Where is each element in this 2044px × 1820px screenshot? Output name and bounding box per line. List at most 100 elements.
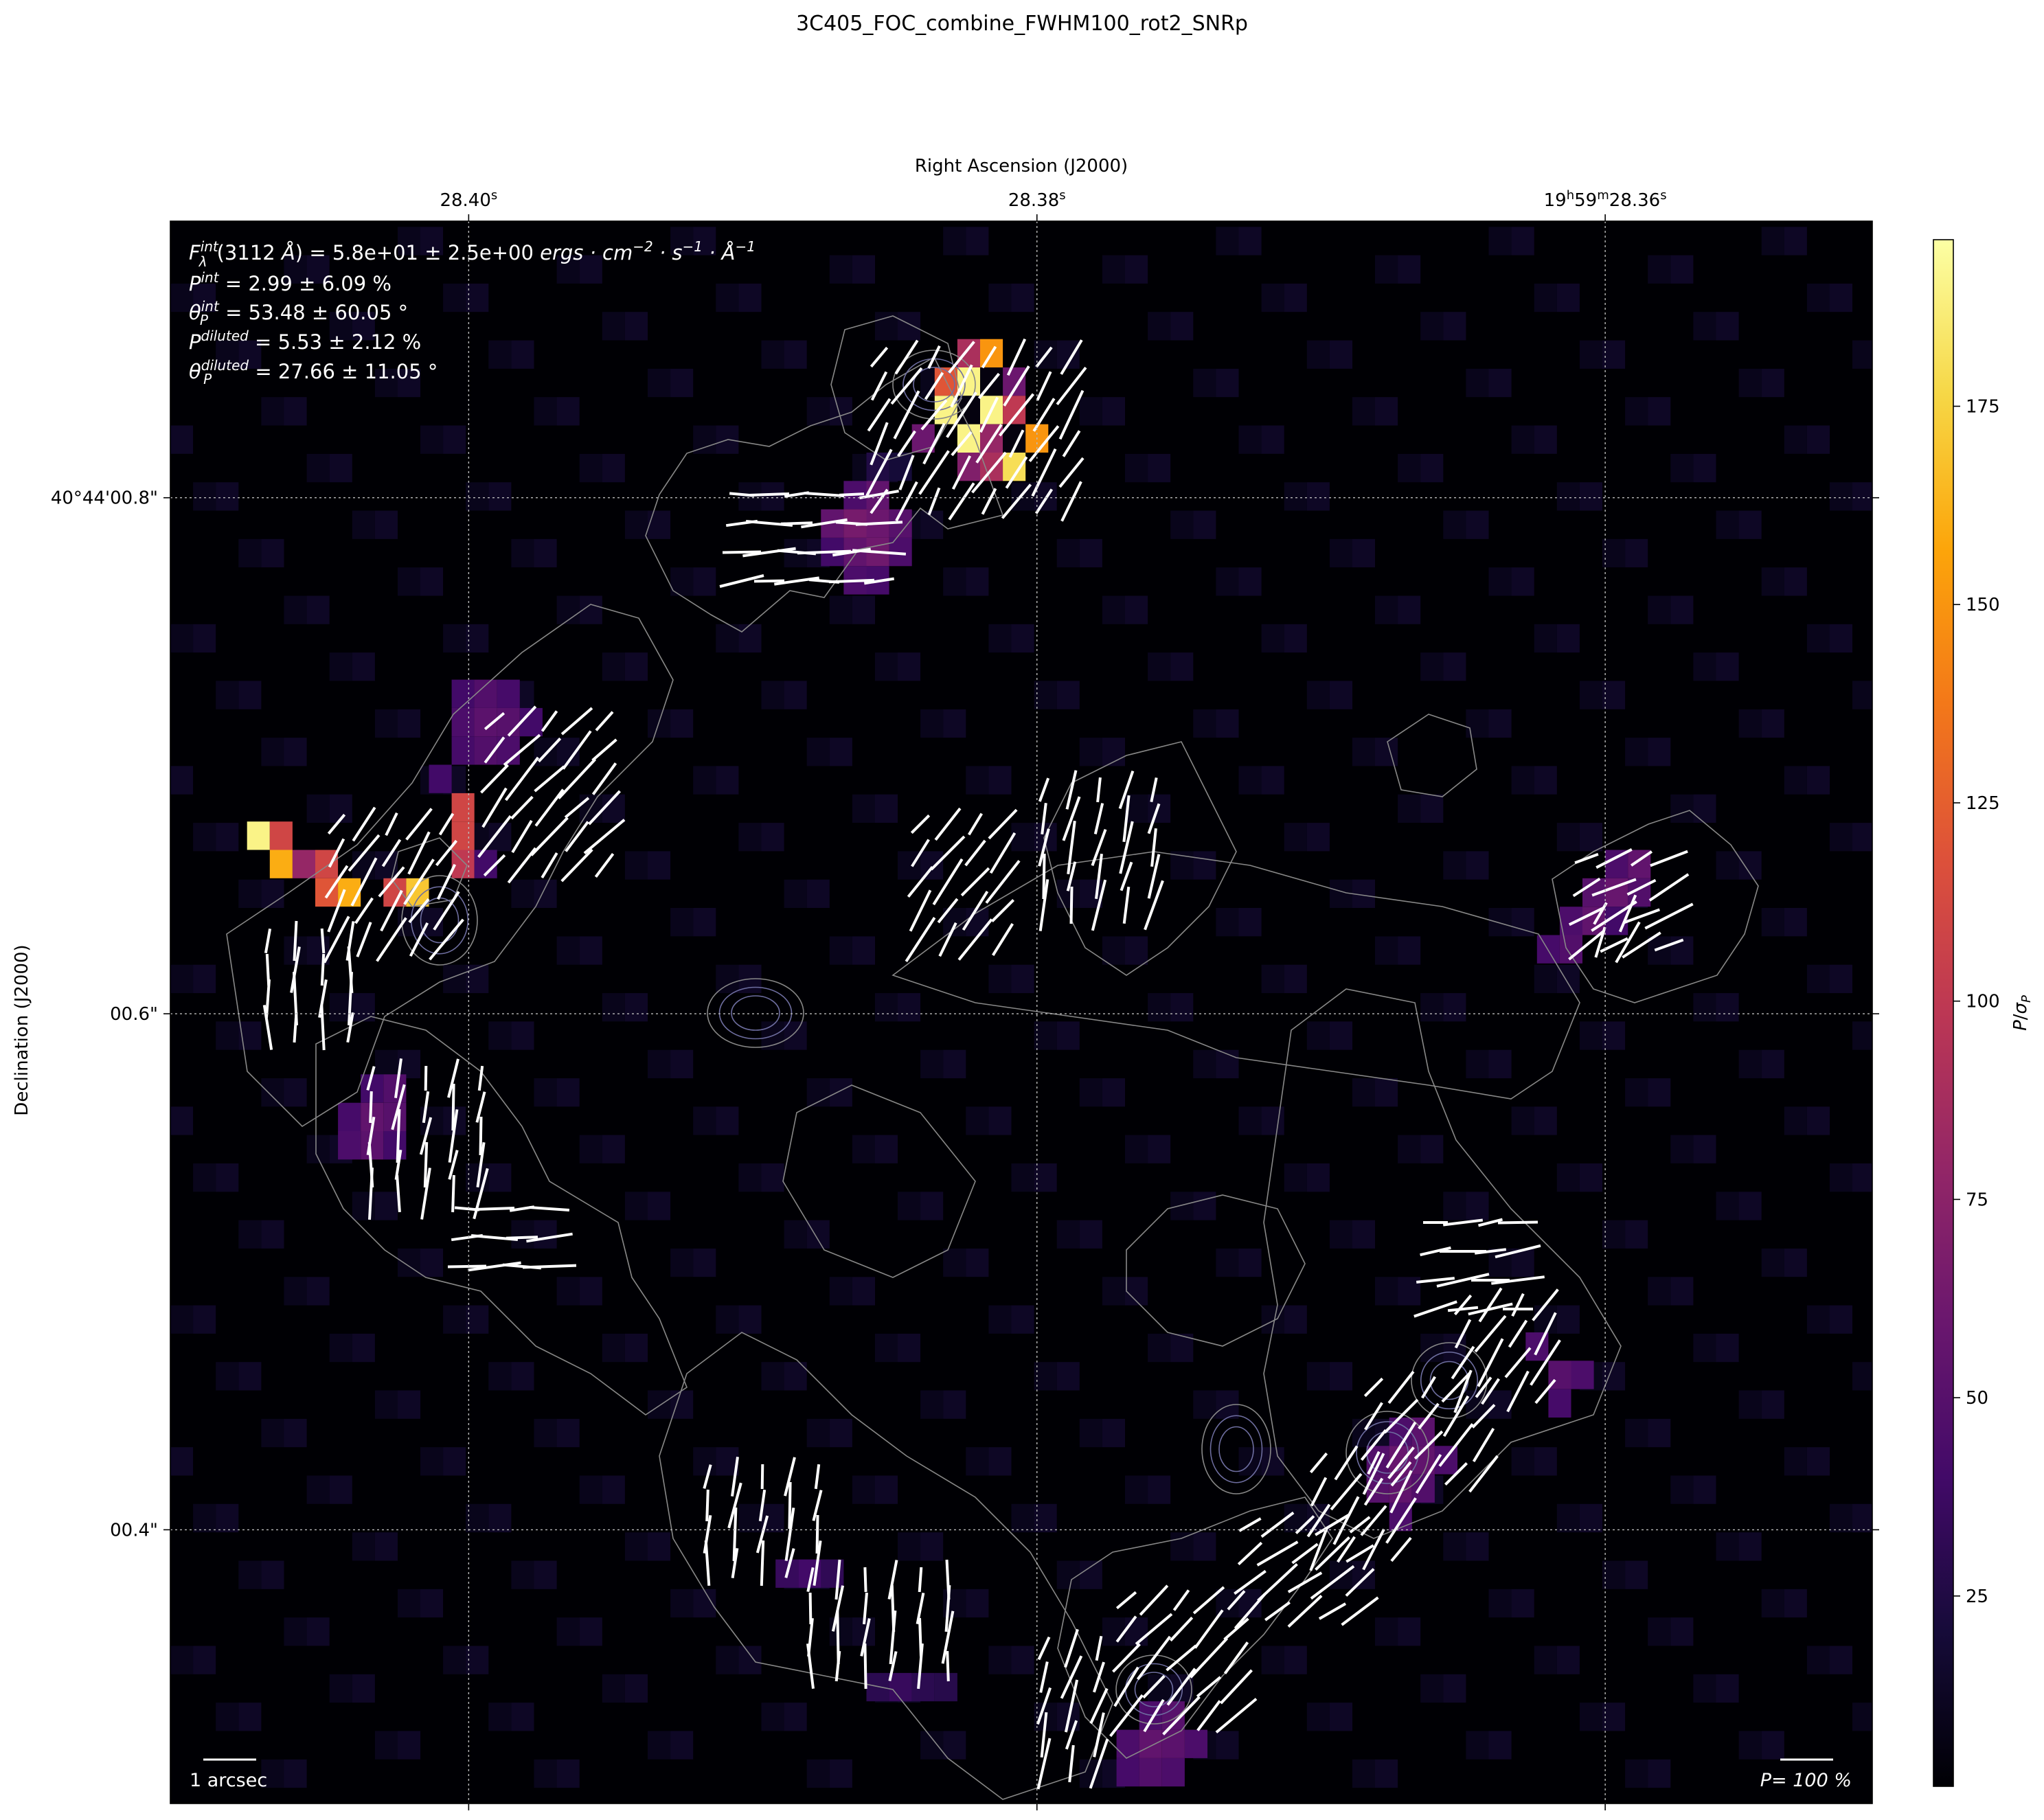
polarization-vector	[1416, 1277, 1455, 1284]
heatmap-background-cell	[1693, 312, 1716, 341]
heatmap-background-cell	[966, 1447, 989, 1476]
heatmap-background-cell	[648, 1731, 671, 1760]
polarization-vector	[1039, 1661, 1049, 1693]
polarization-vector	[368, 1167, 374, 1220]
polarization-vector	[1093, 803, 1104, 834]
heatmap-background-cell	[1556, 482, 1580, 511]
heatmap-background-cell	[988, 1447, 1012, 1476]
polarization-vector	[394, 1149, 402, 1181]
heatmap-background-cell	[556, 1277, 580, 1306]
polarization-vector	[1594, 926, 1606, 958]
heatmap-background-cell	[943, 567, 966, 596]
polarization-vector	[1147, 803, 1161, 834]
polarization-vector	[408, 898, 430, 924]
polarization-vector	[1069, 886, 1074, 924]
heatmap-background-cell	[261, 397, 284, 426]
heatmap-cell-south-blob	[1184, 1729, 1207, 1758]
heatmap-background-cell	[648, 368, 671, 398]
polarization-vector	[1390, 1536, 1412, 1562]
polarization-vector	[529, 1206, 570, 1212]
heatmap-background-cell	[216, 482, 239, 511]
heatmap-background-cell	[1034, 681, 1057, 709]
polarization-vector	[1654, 938, 1684, 952]
heatmap-background-cell	[1602, 1021, 1626, 1050]
polarization-vector	[703, 1464, 712, 1489]
polarization-vector	[475, 1091, 486, 1123]
heatmap-background-cell	[306, 1617, 330, 1646]
heatmap-background-cell	[1056, 1560, 1080, 1589]
heatmap-background-cell	[1738, 1731, 1762, 1760]
heatmap-background-cell	[1648, 1277, 1671, 1306]
heatmap-background-cell	[329, 652, 352, 681]
polarization-vector	[534, 788, 565, 827]
polarization-vector	[1318, 1602, 1347, 1620]
heatmap-background-cell	[1648, 1418, 1671, 1448]
heatmap-cell-south-east-blob	[1571, 1361, 1594, 1389]
polarization-vector	[356, 922, 372, 957]
polarization-vector	[403, 858, 435, 905]
heatmap-background-cell	[284, 1277, 307, 1306]
heatmap-background-cell	[1148, 652, 1171, 681]
heatmap-background-cell	[1261, 766, 1284, 795]
heatmap-background-cell	[716, 1106, 739, 1135]
polarization-vector	[510, 795, 534, 820]
polarization-vector	[1038, 777, 1050, 802]
polarization-vector	[870, 371, 888, 401]
polarization-vector	[396, 1108, 401, 1163]
polarization-vector	[324, 865, 349, 899]
heatmap-background-cell	[829, 595, 852, 624]
polarization-vector	[1534, 1312, 1557, 1356]
polarization-vector	[1065, 1720, 1078, 1750]
heatmap-background-cell	[1556, 1503, 1580, 1533]
heatmap-background-cell	[716, 624, 739, 653]
flux-contour	[731, 995, 780, 1031]
heatmap-background-cell	[1306, 681, 1330, 709]
heatmap-background-cell	[761, 823, 784, 852]
heatmap-background-cell	[1738, 851, 1762, 880]
heatmap-background-cell	[1761, 1731, 1784, 1760]
heatmap-background-cell	[1511, 227, 1534, 255]
heatmap-background-cell	[488, 1503, 512, 1533]
polarization-vector	[1036, 371, 1052, 401]
heatmap-background-cell	[306, 1475, 330, 1504]
heatmap-background-cell	[966, 1248, 989, 1277]
heatmap-background-cell	[784, 340, 807, 369]
heatmap-background-cell	[1398, 595, 1421, 624]
heatmap-cell-south-west-lobe	[889, 1672, 912, 1702]
heatmap-background-cell	[511, 1560, 534, 1589]
polarization-vector	[1389, 1470, 1413, 1514]
polarization-vector	[1413, 1430, 1444, 1460]
heatmap-background-cell	[374, 1390, 398, 1419]
polarization-vector	[327, 813, 346, 835]
heatmap-background-cell	[556, 397, 580, 426]
heatmap-background-cell	[1738, 1192, 1762, 1220]
heatmap-background-cell	[420, 567, 444, 596]
heatmap-background-cell	[670, 1589, 694, 1618]
polarization-vector	[1475, 1376, 1492, 1398]
heatmap-background-cell	[193, 482, 216, 511]
polarization-vector	[760, 1540, 765, 1586]
heatmap-background-cell	[284, 595, 307, 624]
heatmap-background-cell	[1443, 1532, 1466, 1561]
polarization-vector	[1363, 1377, 1384, 1398]
heatmap-background-cell	[1534, 964, 1557, 993]
heatmap-background-cell	[806, 1418, 830, 1448]
heatmap-background-cell	[898, 312, 921, 341]
heatmap-background-cell	[988, 624, 1012, 653]
heatmap-background-cell	[829, 738, 852, 766]
heatmap-background-cell	[216, 1362, 239, 1391]
polarization-vector	[320, 928, 326, 954]
heatmap-background-cell	[1306, 1703, 1330, 1731]
heatmap-background-cell	[1693, 1333, 1716, 1363]
polarization-vector	[1166, 1668, 1196, 1706]
heatmap-background-cell	[1329, 1220, 1352, 1249]
heatmap-background-cell	[920, 1731, 944, 1760]
heatmap-background-cell	[784, 1021, 807, 1050]
heatmap-background-cell	[1420, 652, 1444, 681]
heatmap-background-cell	[1102, 1277, 1125, 1306]
heatmap-background-cell	[966, 227, 989, 255]
heatmap-background-cell	[1829, 1305, 1852, 1334]
heatmap-background-cell	[1352, 397, 1375, 426]
heatmap-background-cell	[1625, 397, 1648, 426]
flux-contour	[1134, 1672, 1174, 1707]
